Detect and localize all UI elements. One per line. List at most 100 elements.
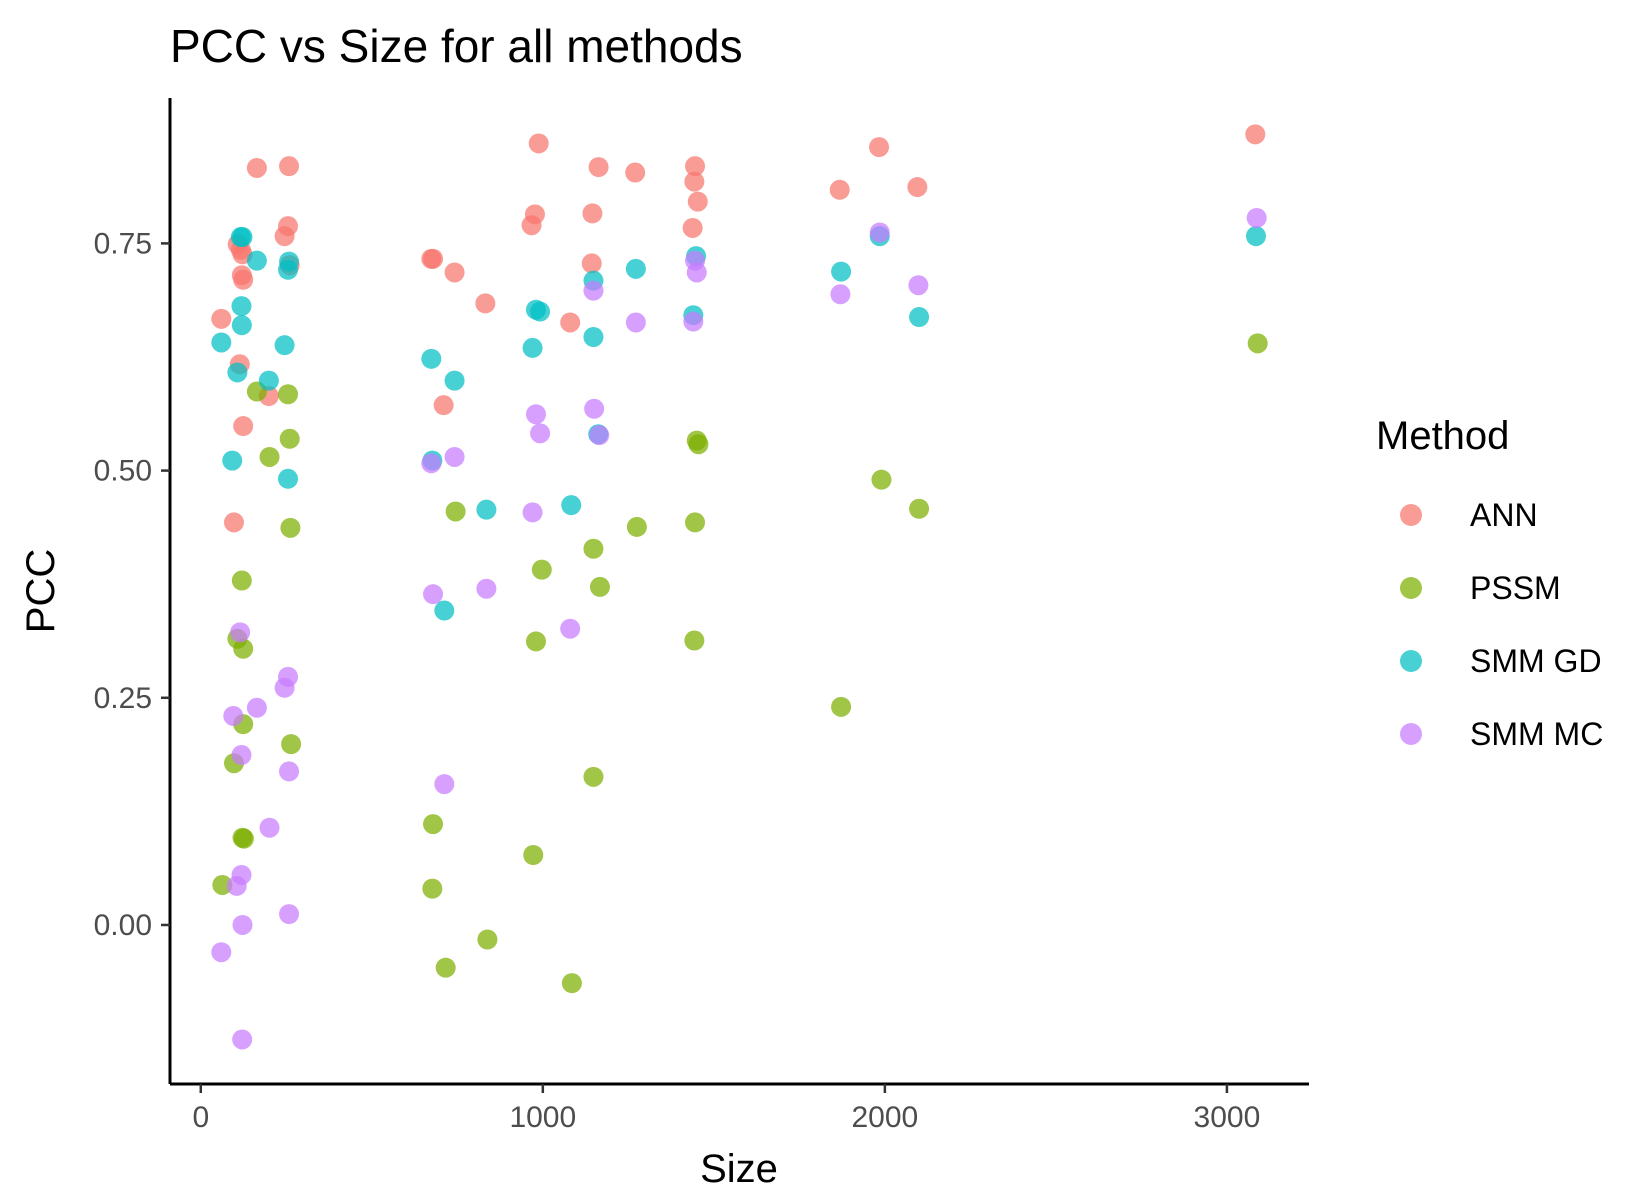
point-smm-mc xyxy=(279,904,300,925)
point-ann xyxy=(625,162,646,183)
point-smm-gd xyxy=(421,348,442,369)
x-tick-label: 3000 xyxy=(1194,1101,1261,1134)
point-smm-gd xyxy=(258,370,279,391)
point-smm-mc xyxy=(211,942,232,963)
point-pssm xyxy=(561,973,582,994)
legend: Method ANN PSSM SMM GD SMM MC xyxy=(1376,414,1603,752)
point-pssm xyxy=(626,516,647,537)
point-ann xyxy=(233,269,254,290)
point-pssm xyxy=(233,638,254,659)
point-ann xyxy=(682,217,703,238)
point-smm-gd xyxy=(476,499,497,520)
x-axis-title: Size xyxy=(700,1147,778,1191)
point-ann xyxy=(211,308,232,329)
point-smm-gd xyxy=(909,307,930,328)
point-smm-mc xyxy=(223,705,244,726)
point-ann xyxy=(1245,124,1266,145)
point-smm-gd xyxy=(211,332,232,353)
point-smm-mc xyxy=(423,584,444,605)
point-ann xyxy=(588,157,609,178)
point-pssm xyxy=(281,734,302,755)
point-pssm xyxy=(525,631,546,652)
y-axis-title: PCC xyxy=(19,549,63,633)
point-smm-mc xyxy=(434,774,455,795)
point-smm-mc xyxy=(1246,207,1267,228)
point-smm-mc xyxy=(259,817,280,838)
point-pssm xyxy=(445,501,466,522)
y-tick-label: 0.00 xyxy=(94,909,152,942)
point-ann xyxy=(869,137,890,158)
point-ann xyxy=(684,171,705,192)
point-smm-gd xyxy=(522,337,543,358)
point-smm-mc xyxy=(830,284,851,305)
point-pssm xyxy=(685,512,706,533)
point-smm-mc xyxy=(278,666,299,687)
point-smm-gd xyxy=(561,495,582,516)
point-pssm xyxy=(583,538,604,559)
point-smm-mc xyxy=(584,398,605,419)
y-tick-label: 0.50 xyxy=(94,455,152,488)
point-smm-mc xyxy=(476,578,497,599)
x-axis-ticks: 0 1000 2000 3000 xyxy=(192,1084,1260,1134)
x-tick-label: 0 xyxy=(192,1101,209,1134)
legend-key-pssm xyxy=(1400,577,1422,599)
point-smm-gd xyxy=(227,362,248,383)
point-pssm xyxy=(688,434,709,455)
point-ann xyxy=(524,204,545,225)
point-pssm xyxy=(212,874,233,895)
legend-key-ann xyxy=(1400,504,1422,526)
legend-label-smm-mc: SMM MC xyxy=(1470,716,1603,752)
point-smm-gd xyxy=(434,600,455,621)
point-pssm xyxy=(280,517,301,538)
point-smm-gd xyxy=(231,296,252,317)
point-pssm xyxy=(259,446,280,467)
point-smm-mc xyxy=(625,312,646,333)
point-ann xyxy=(433,395,454,416)
point-pssm xyxy=(233,828,254,849)
point-pssm xyxy=(1247,333,1268,354)
point-ann xyxy=(581,253,602,274)
point-smm-gd xyxy=(625,258,646,279)
point-ann xyxy=(278,216,299,237)
y-tick-label: 0.75 xyxy=(94,227,152,260)
point-smm-mc xyxy=(583,280,604,301)
point-pssm xyxy=(589,576,610,597)
point-smm-mc xyxy=(246,697,267,718)
point-pssm xyxy=(523,844,544,865)
point-smm-mc xyxy=(683,311,704,332)
legend-key-smm-gd xyxy=(1400,650,1422,672)
point-smm-gd xyxy=(530,301,551,322)
point-ann xyxy=(560,312,581,333)
point-ann xyxy=(444,262,465,283)
y-tick-label: 0.25 xyxy=(94,682,152,715)
point-pssm xyxy=(871,469,892,490)
point-smm-gd xyxy=(231,315,252,336)
x-tick-label: 2000 xyxy=(851,1101,918,1134)
point-smm-mc xyxy=(589,425,610,446)
point-ann xyxy=(233,416,254,437)
point-smm-mc xyxy=(560,618,581,639)
point-smm-gd xyxy=(279,251,300,272)
point-smm-mc xyxy=(908,275,929,296)
point-pssm xyxy=(831,696,852,717)
point-pssm xyxy=(422,878,443,899)
point-pssm xyxy=(231,570,252,591)
point-ann xyxy=(687,191,708,212)
legend-title: Method xyxy=(1376,414,1509,458)
point-smm-gd xyxy=(831,261,852,282)
point-smm-mc xyxy=(232,914,253,935)
point-smm-gd xyxy=(274,335,295,356)
point-smm-mc xyxy=(522,502,543,523)
point-ann xyxy=(223,512,244,533)
point-smm-mc xyxy=(444,446,465,467)
point-smm-mc xyxy=(231,745,252,766)
point-pssm xyxy=(684,630,705,651)
points-layer xyxy=(211,124,1268,1050)
point-ann xyxy=(829,179,850,200)
y-axis-ticks: 0.00 0.25 0.50 0.75 xyxy=(94,227,170,942)
point-pssm xyxy=(909,498,930,519)
point-smm-gd xyxy=(232,227,253,248)
point-ann xyxy=(475,293,496,314)
legend-key-smm-mc xyxy=(1400,723,1422,745)
